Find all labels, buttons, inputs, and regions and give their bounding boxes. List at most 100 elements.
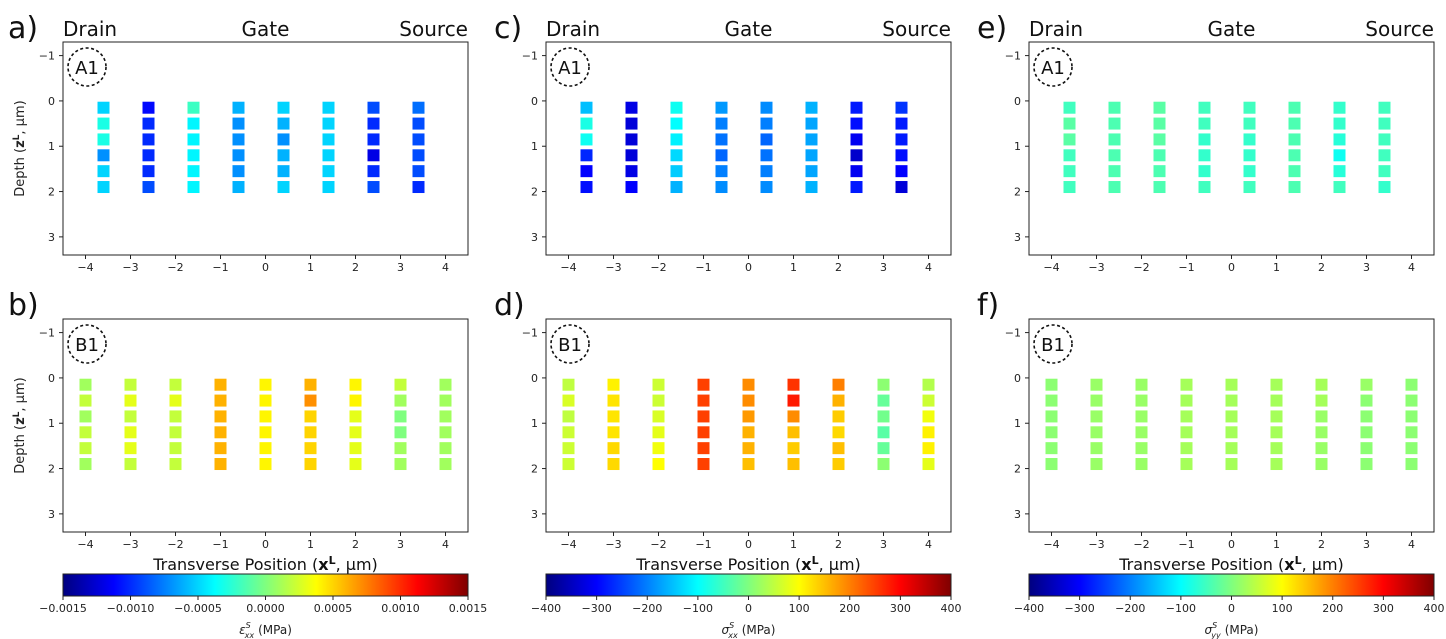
data-square xyxy=(760,149,773,162)
data-square xyxy=(1045,458,1058,471)
x-tick-label: 3 xyxy=(397,261,404,274)
data-square xyxy=(1225,378,1238,391)
x-tick-label: 3 xyxy=(880,538,887,551)
data-square xyxy=(1333,117,1346,130)
y-tick-label: 3 xyxy=(1014,231,1021,244)
y-tick-label: 0 xyxy=(531,372,538,385)
colorbar-tick-label: 100 xyxy=(1272,602,1293,615)
colorbar-tick-label: −200 xyxy=(1115,602,1145,615)
colorbar-tick-label: 200 xyxy=(1322,602,1343,615)
data-square xyxy=(259,426,272,439)
data-square xyxy=(412,181,425,194)
y-tick-label: 1 xyxy=(1014,140,1021,153)
data-square xyxy=(1045,410,1058,423)
y-tick-label: 3 xyxy=(531,508,538,521)
x-tick-label: 3 xyxy=(397,538,404,551)
data-square xyxy=(1243,149,1256,162)
data-square xyxy=(625,165,638,178)
data-square xyxy=(625,181,638,194)
data-square xyxy=(1225,426,1238,439)
x-tick-label: −4 xyxy=(1043,261,1059,274)
region-label: B1 xyxy=(75,335,99,356)
data-square xyxy=(367,149,380,162)
data-square xyxy=(760,117,773,130)
data-square xyxy=(760,165,773,178)
data-square xyxy=(895,181,908,194)
data-square xyxy=(895,133,908,146)
data-square xyxy=(1270,442,1283,455)
data-square xyxy=(1063,101,1076,114)
data-square xyxy=(349,458,362,471)
data-square xyxy=(1243,117,1256,130)
region-circle xyxy=(67,324,107,364)
data-square xyxy=(580,133,593,146)
data-square xyxy=(715,133,728,146)
data-square xyxy=(367,165,380,178)
gate-label: Gate xyxy=(725,17,773,41)
data-square xyxy=(232,165,245,178)
data-square xyxy=(322,133,335,146)
data-square xyxy=(697,426,710,439)
data-square xyxy=(877,378,890,391)
panel-letter: a) xyxy=(8,11,38,46)
y-tick-label: −1 xyxy=(522,50,538,63)
data-square xyxy=(742,458,755,471)
data-square xyxy=(670,149,683,162)
data-square xyxy=(832,458,845,471)
data-square xyxy=(277,181,290,194)
data-square xyxy=(562,442,575,455)
data-square xyxy=(187,117,200,130)
data-square xyxy=(124,378,137,391)
data-square xyxy=(922,394,935,407)
y-tick-label: 2 xyxy=(1014,463,1021,476)
colorbar-tick-label: −0.0010 xyxy=(107,602,155,615)
x-tick-label: −2 xyxy=(650,261,666,274)
data-square xyxy=(1045,426,1058,439)
data-square xyxy=(760,133,773,146)
data-square xyxy=(277,101,290,114)
data-square xyxy=(805,101,818,114)
data-square xyxy=(1315,458,1328,471)
data-square xyxy=(1288,181,1301,194)
data-square xyxy=(1180,426,1193,439)
data-square xyxy=(1270,410,1283,423)
data-square xyxy=(1315,426,1328,439)
data-square xyxy=(922,458,935,471)
data-square xyxy=(169,378,182,391)
source-label: Source xyxy=(1365,17,1434,41)
colorbar-tick-label: −200 xyxy=(632,602,662,615)
data-square xyxy=(1378,181,1391,194)
axes-frame xyxy=(62,318,469,533)
colorbar-1: −0.0015 −0.0010 −0.0005 0.0000 0.0005 0.0010 0… xyxy=(39,573,487,639)
x-tick-label: −3 xyxy=(605,261,621,274)
data-square xyxy=(805,149,818,162)
x-tick-label: 1 xyxy=(790,538,797,551)
x-tick-label: −1 xyxy=(212,261,228,274)
data-square xyxy=(1198,165,1211,178)
data-square xyxy=(670,117,683,130)
data-square xyxy=(895,165,908,178)
colorbar-tick-label: 400 xyxy=(1424,602,1445,615)
data-square xyxy=(805,133,818,146)
data-square xyxy=(97,117,110,130)
data-square xyxy=(1225,458,1238,471)
data-square xyxy=(124,458,137,471)
data-square xyxy=(1063,165,1076,178)
x-tick-label: −2 xyxy=(167,538,183,551)
data-square xyxy=(79,410,92,423)
data-square xyxy=(322,181,335,194)
colorbar-3: −400 −300 −200 −100 0 100 200 300 400 σS yy (MPa) xyxy=(1014,573,1445,639)
data-square xyxy=(1225,410,1238,423)
data-square xyxy=(1045,378,1058,391)
data-square xyxy=(922,426,935,439)
colorbar-tick-label: −400 xyxy=(531,602,561,615)
data-square xyxy=(787,458,800,471)
data-square xyxy=(1135,378,1148,391)
data-square xyxy=(1090,426,1103,439)
data-square xyxy=(877,410,890,423)
data-square xyxy=(439,458,452,471)
data-square xyxy=(142,181,155,194)
x-tick-label: −3 xyxy=(1088,261,1104,274)
data-square xyxy=(850,101,863,114)
data-square xyxy=(1405,458,1418,471)
